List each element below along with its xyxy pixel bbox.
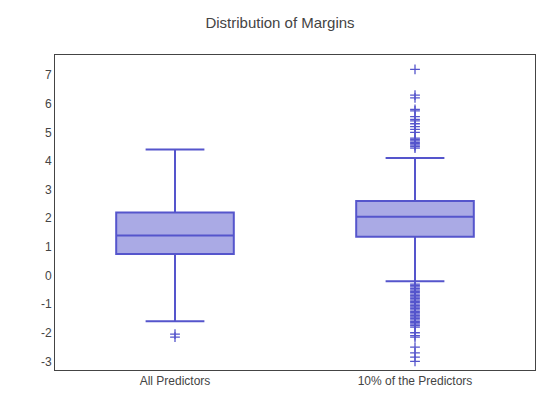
svg-text:-1: -1 bbox=[41, 297, 52, 311]
svg-text:4: 4 bbox=[45, 154, 52, 168]
svg-text:2: 2 bbox=[45, 211, 52, 225]
svg-text:3: 3 bbox=[45, 183, 52, 197]
svg-text:-2: -2 bbox=[41, 326, 52, 340]
svg-text:7: 7 bbox=[45, 68, 52, 82]
svg-text:10% of the Predictors: 10% of the Predictors bbox=[358, 374, 473, 388]
svg-text:6: 6 bbox=[45, 97, 52, 111]
svg-text:1: 1 bbox=[45, 240, 52, 254]
svg-text:Distribution of Margins: Distribution of Margins bbox=[205, 14, 354, 31]
svg-text:5: 5 bbox=[45, 126, 52, 140]
svg-text:All Predictors: All Predictors bbox=[140, 374, 211, 388]
svg-text:0: 0 bbox=[45, 269, 52, 283]
svg-text:-3: -3 bbox=[41, 355, 52, 369]
